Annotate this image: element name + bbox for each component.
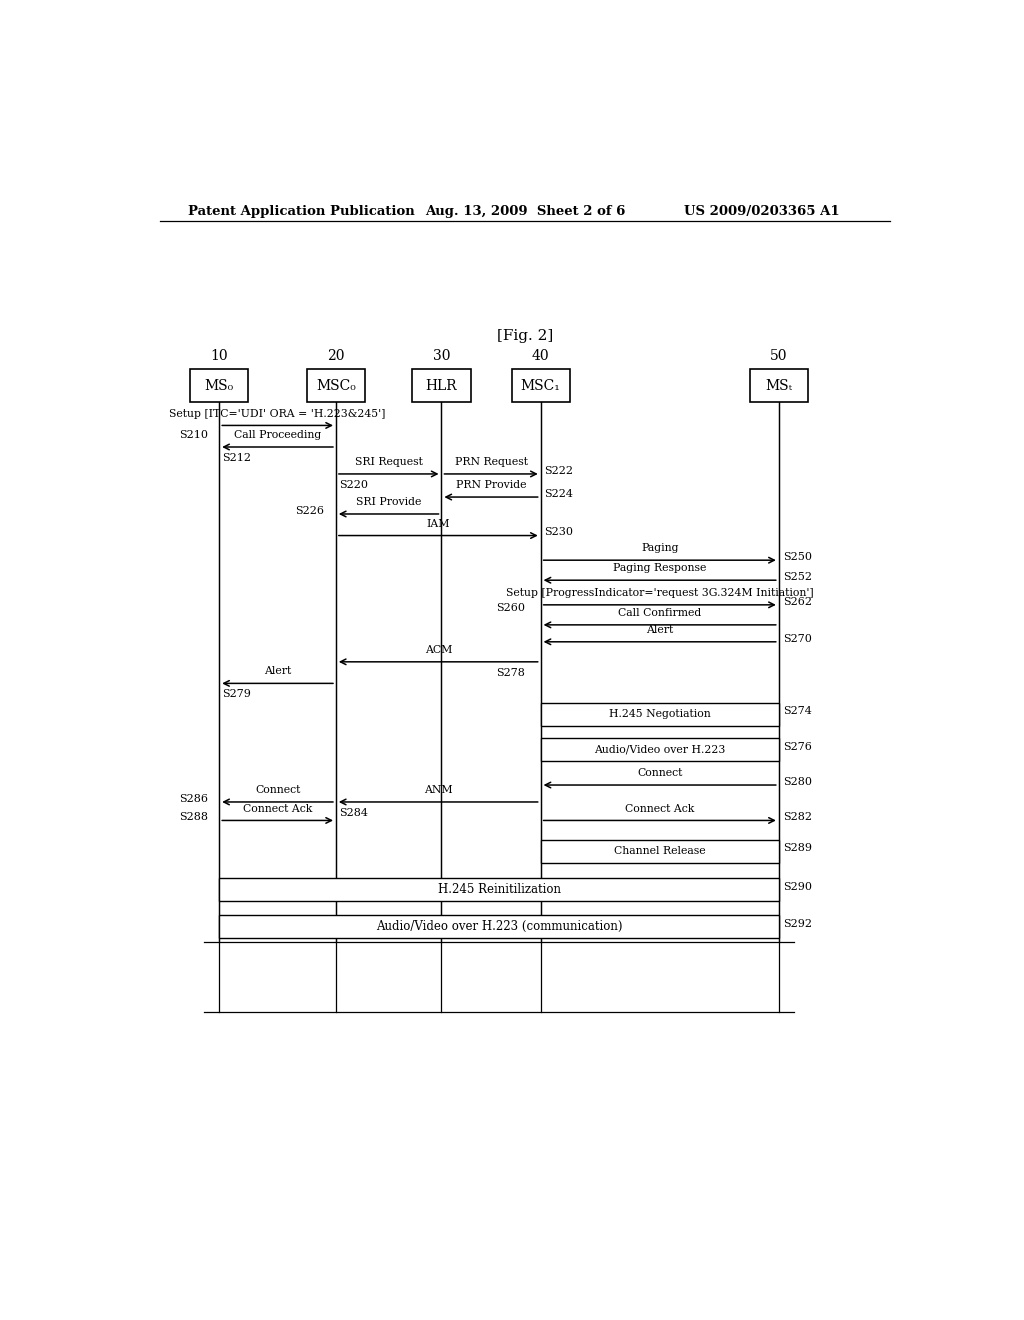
Text: S226: S226 xyxy=(296,506,325,516)
Text: S230: S230 xyxy=(544,528,572,537)
Text: S279: S279 xyxy=(222,689,251,700)
Text: 30: 30 xyxy=(433,348,451,363)
Text: H.245 Reinitilization: H.245 Reinitilization xyxy=(437,883,560,896)
Bar xyxy=(541,840,778,863)
Text: Paging Response: Paging Response xyxy=(613,564,707,573)
Text: S286: S286 xyxy=(179,793,208,804)
Text: S252: S252 xyxy=(783,572,812,582)
Bar xyxy=(413,368,471,403)
Bar xyxy=(219,878,778,902)
Text: S270: S270 xyxy=(783,634,812,644)
Text: 20: 20 xyxy=(328,348,345,363)
Text: Connect: Connect xyxy=(637,768,682,777)
Text: Call Proceeding: Call Proceeding xyxy=(233,430,322,440)
Text: MS₀: MS₀ xyxy=(205,379,233,392)
Text: SRI Request: SRI Request xyxy=(354,457,423,467)
Text: S280: S280 xyxy=(783,777,812,787)
Text: 40: 40 xyxy=(531,348,550,363)
Text: Audio/Video over H.223: Audio/Video over H.223 xyxy=(594,744,725,755)
Bar xyxy=(541,702,778,726)
Text: Channel Release: Channel Release xyxy=(614,846,706,857)
Text: S276: S276 xyxy=(783,742,812,751)
Text: US 2009/0203365 A1: US 2009/0203365 A1 xyxy=(684,205,839,218)
Text: S292: S292 xyxy=(783,919,812,929)
Text: Connect: Connect xyxy=(255,785,300,795)
Text: S212: S212 xyxy=(222,453,251,463)
Bar xyxy=(219,915,778,939)
Bar xyxy=(307,368,365,403)
Text: [Fig. 2]: [Fig. 2] xyxy=(497,329,553,343)
Text: S284: S284 xyxy=(339,808,368,818)
Text: 10: 10 xyxy=(211,348,228,363)
Text: MSC₀: MSC₀ xyxy=(316,379,355,392)
Text: S274: S274 xyxy=(783,706,812,717)
Text: Call Confirmed: Call Confirmed xyxy=(618,609,701,618)
Text: HLR: HLR xyxy=(426,379,458,392)
Text: IAM: IAM xyxy=(427,519,450,528)
Text: Setup [ProgressIndicator='request 3G.324M Initiation']: Setup [ProgressIndicator='request 3G.324… xyxy=(506,587,813,598)
Text: PRN Provide: PRN Provide xyxy=(456,480,526,490)
Text: S278: S278 xyxy=(496,668,524,677)
Text: S260: S260 xyxy=(496,603,524,612)
Bar xyxy=(750,368,808,403)
Text: Alert: Alert xyxy=(264,667,291,676)
Text: Patent Application Publication: Patent Application Publication xyxy=(187,205,415,218)
Text: Alert: Alert xyxy=(646,624,674,635)
Text: S220: S220 xyxy=(339,479,368,490)
Text: S289: S289 xyxy=(783,843,812,853)
Text: 50: 50 xyxy=(770,348,787,363)
Text: PRN Request: PRN Request xyxy=(455,457,527,467)
Text: S210: S210 xyxy=(179,430,208,440)
Text: Connect Ack: Connect Ack xyxy=(243,804,312,813)
Text: Audio/Video over H.223 (communication): Audio/Video over H.223 (communication) xyxy=(376,920,623,933)
Bar xyxy=(512,368,569,403)
Text: S224: S224 xyxy=(544,488,572,499)
Text: Setup [ITC='UDI' ORA = 'H.223&245']: Setup [ITC='UDI' ORA = 'H.223&245'] xyxy=(169,408,386,418)
Text: Paging: Paging xyxy=(641,544,679,553)
Text: ANM: ANM xyxy=(424,785,453,795)
Text: S262: S262 xyxy=(783,597,812,607)
Bar xyxy=(190,368,249,403)
Text: H.245 Negotiation: H.245 Negotiation xyxy=(609,709,711,719)
Text: S250: S250 xyxy=(783,552,812,562)
Text: MSₜ: MSₜ xyxy=(765,379,793,392)
Text: Aug. 13, 2009  Sheet 2 of 6: Aug. 13, 2009 Sheet 2 of 6 xyxy=(426,205,626,218)
Text: ACM: ACM xyxy=(425,645,452,655)
Bar xyxy=(541,738,778,762)
Text: Connect Ack: Connect Ack xyxy=(625,804,694,813)
Text: S288: S288 xyxy=(179,812,208,822)
Text: S290: S290 xyxy=(783,882,812,892)
Text: MSC₁: MSC₁ xyxy=(521,379,560,392)
Text: S222: S222 xyxy=(544,466,572,477)
Text: SRI Provide: SRI Provide xyxy=(356,498,422,507)
Text: S282: S282 xyxy=(783,812,812,822)
